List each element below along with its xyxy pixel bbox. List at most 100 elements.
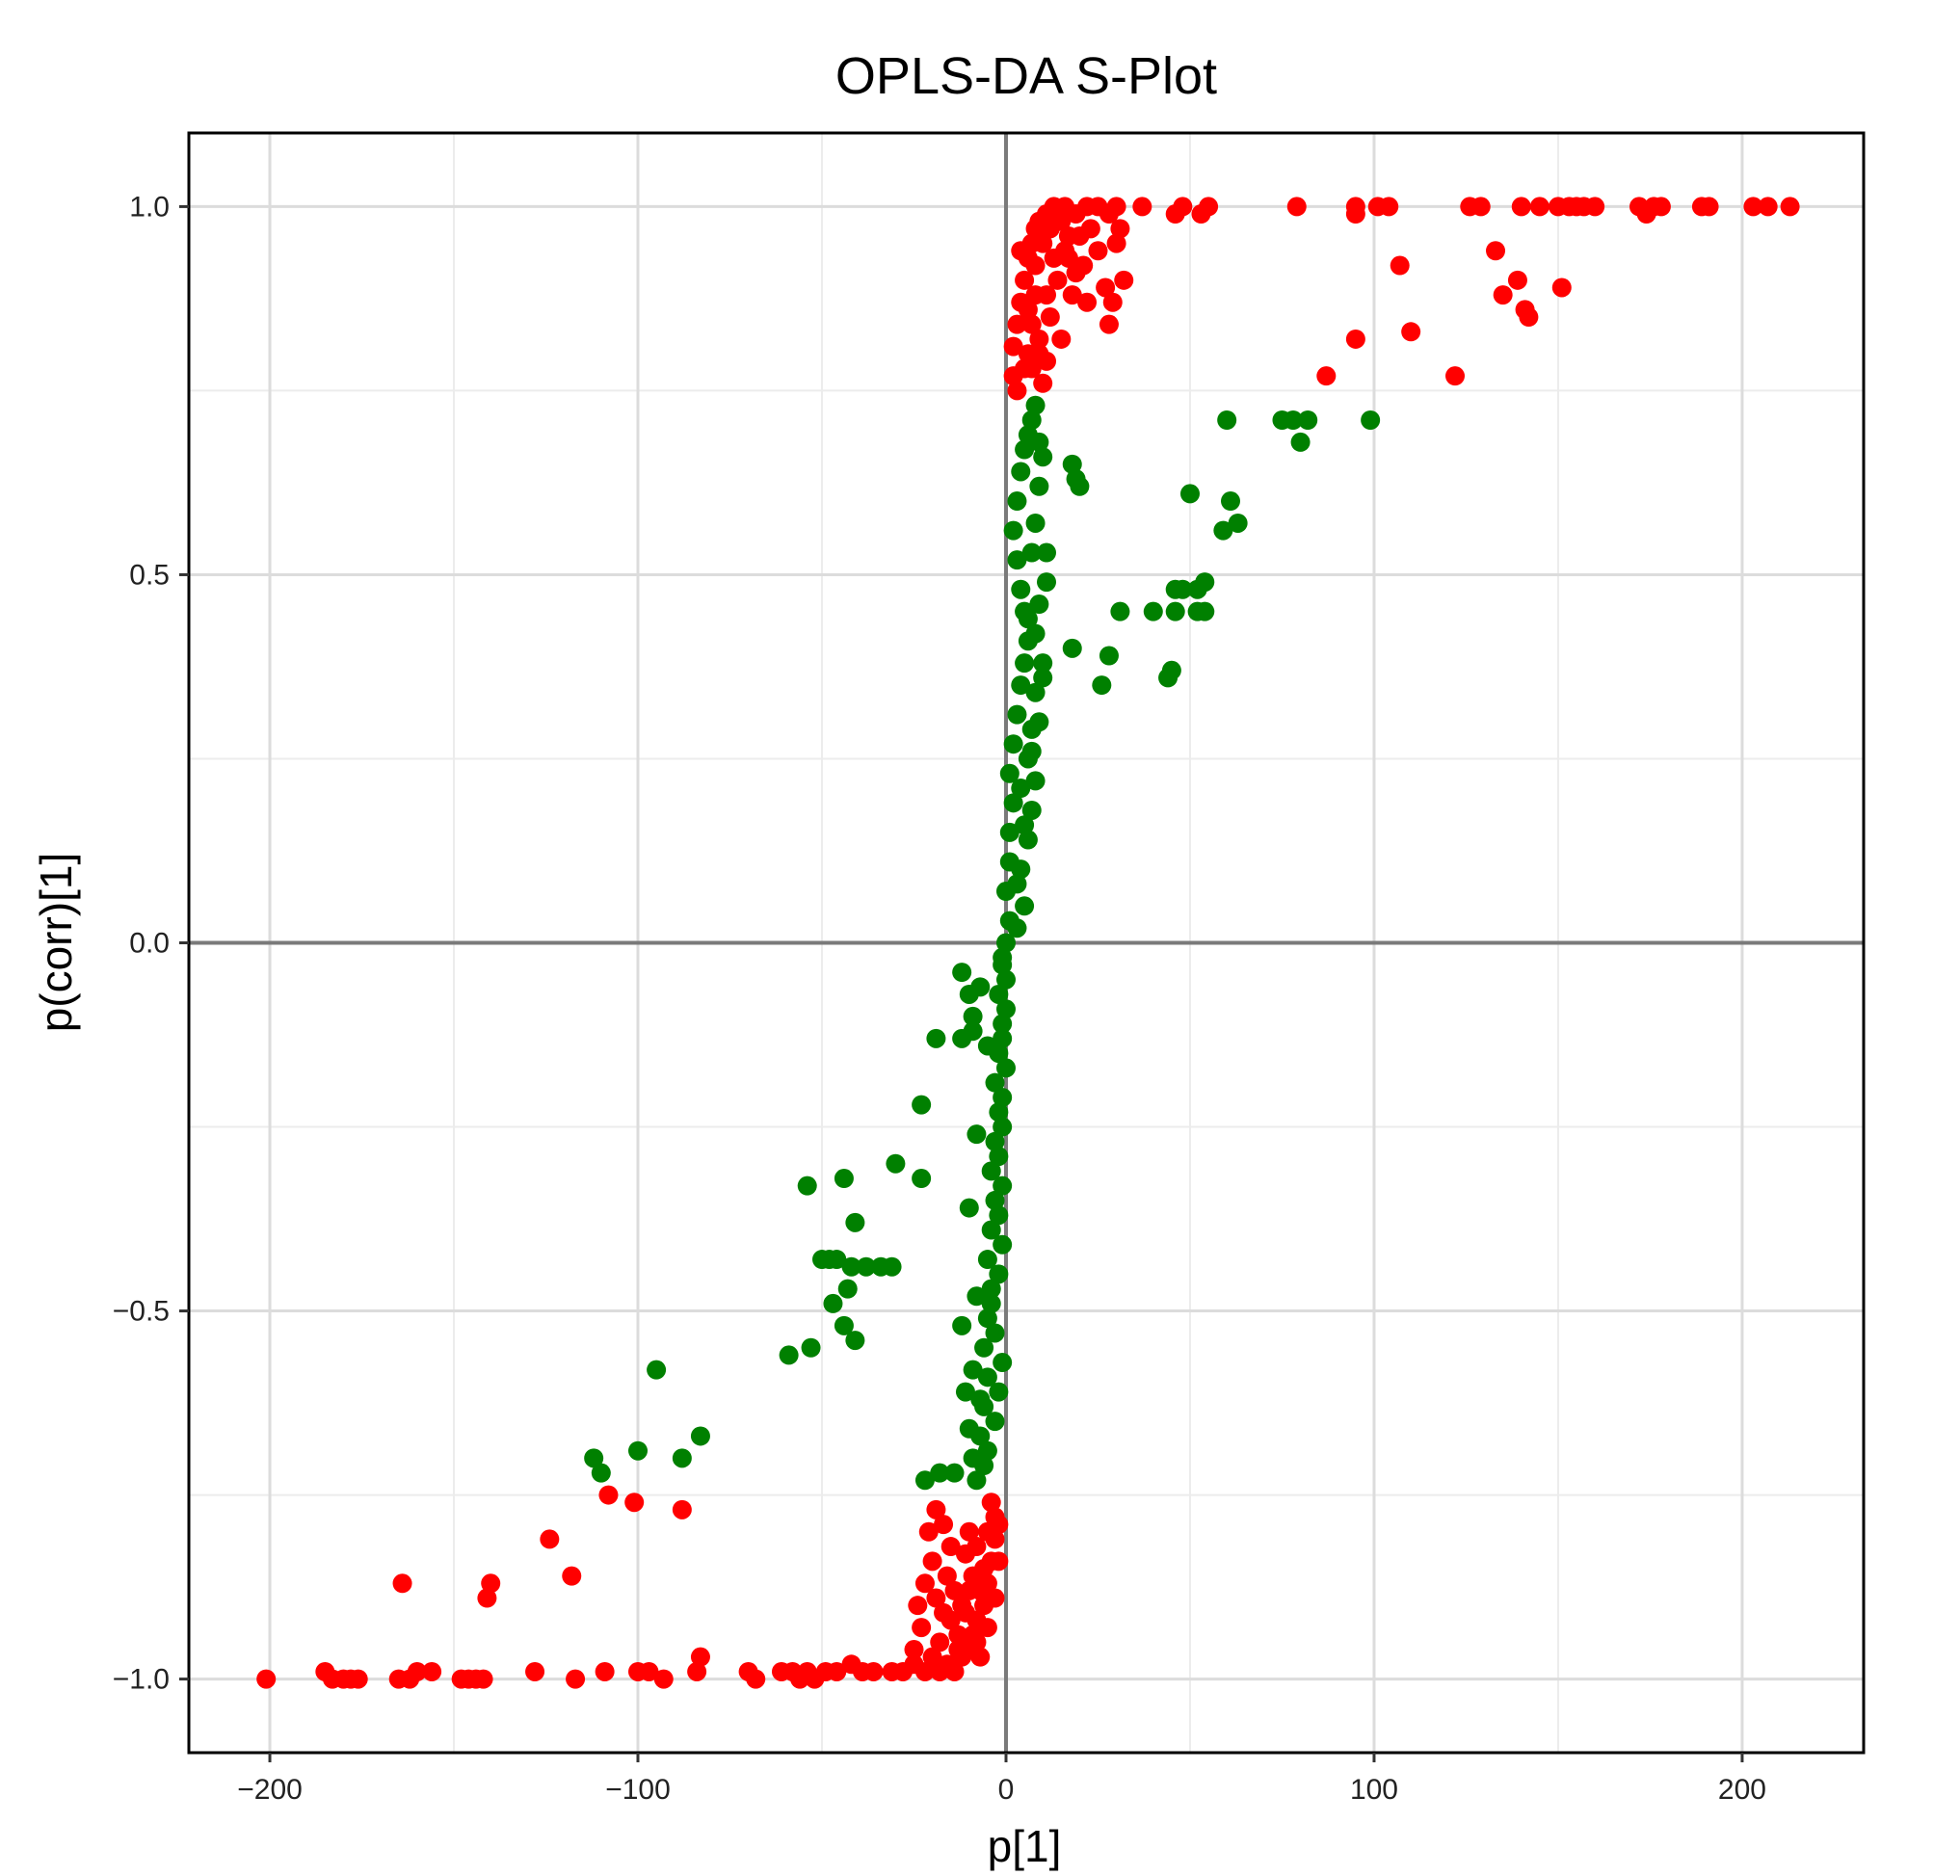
data-point-green <box>1021 719 1042 739</box>
data-point-green <box>995 933 1016 953</box>
data-point-green <box>1033 447 1053 467</box>
data-point-green <box>1011 675 1031 696</box>
data-point-green <box>999 763 1020 783</box>
data-point-green <box>1029 595 1049 615</box>
data-point-red <box>1058 248 1078 268</box>
data-point-red <box>1021 358 1042 379</box>
data-point-red <box>922 1647 942 1667</box>
data-point-red <box>690 1647 710 1667</box>
data-point-green <box>1029 432 1049 452</box>
data-point-green <box>801 1337 821 1358</box>
data-point-green <box>1011 779 1031 799</box>
chart-title: OPLS-DA S-Plot <box>835 47 1217 105</box>
data-point-green <box>981 1279 1001 1299</box>
data-point-green <box>1015 653 1035 674</box>
data-point-red <box>863 1661 884 1681</box>
data-point-green <box>1092 675 1112 696</box>
data-point-green <box>930 1463 950 1483</box>
data-point-green <box>1003 793 1023 813</box>
data-point-green <box>1021 410 1042 430</box>
data-point-green <box>977 1250 997 1270</box>
data-point-red <box>473 1669 493 1689</box>
data-point-red <box>918 1521 939 1542</box>
data-point-green <box>977 1367 997 1387</box>
data-point-green <box>690 1426 710 1446</box>
data-point-red <box>1191 204 1211 225</box>
data-point-green <box>981 1220 1001 1240</box>
data-point-green <box>985 1072 1005 1093</box>
data-point-red <box>1062 285 1082 305</box>
data-point-green <box>1037 542 1057 563</box>
data-point-red <box>1015 270 1035 290</box>
data-point-green <box>1033 668 1053 688</box>
data-point-green <box>647 1360 667 1380</box>
data-point-red <box>1018 300 1038 320</box>
data-point-red <box>1132 197 1152 217</box>
data-point-green <box>1018 609 1038 629</box>
data-point-red <box>1445 366 1466 386</box>
data-point-green <box>1165 601 1185 621</box>
data-point-green <box>977 1308 997 1329</box>
data-point-green <box>1011 462 1031 482</box>
data-point-red <box>1088 241 1108 261</box>
data-point-green <box>926 1028 946 1048</box>
data-point-green <box>1021 800 1042 820</box>
data-point-green <box>989 1205 1009 1226</box>
data-point-green <box>834 1315 854 1335</box>
x-axis-title: p[1] <box>988 1821 1062 1871</box>
axis-ticks: −200 −100 0 100 200 −1.0 −0.5 0.0 0.5 1.0 <box>113 191 1766 1806</box>
data-point-red <box>914 1573 935 1594</box>
data-point-red <box>1519 307 1539 328</box>
data-point-green <box>837 1279 858 1299</box>
data-point-red <box>477 1588 497 1608</box>
data-point-red <box>908 1596 928 1616</box>
data-point-green <box>912 1169 932 1189</box>
data-point-green <box>963 1360 983 1380</box>
data-point-red <box>930 1632 950 1652</box>
data-point-red <box>481 1573 501 1594</box>
data-point-red <box>1114 270 1134 290</box>
data-point-red <box>1780 197 1800 217</box>
data-point-green <box>1007 874 1027 894</box>
data-point-green <box>993 1234 1013 1255</box>
data-point-red <box>407 1661 427 1681</box>
data-point-green <box>827 1250 847 1270</box>
data-point-green <box>1003 734 1023 754</box>
data-point-red <box>1058 225 1078 246</box>
data-point-green <box>959 1418 979 1439</box>
data-point-green <box>993 1117 1013 1137</box>
data-point-red <box>959 1580 979 1600</box>
data-point-green <box>981 1161 1001 1181</box>
data-point-red <box>1029 329 1049 349</box>
data-point-red <box>1511 197 1531 217</box>
data-point-red <box>944 1661 965 1681</box>
data-point-red <box>672 1499 692 1519</box>
data-point-green <box>1272 410 1292 430</box>
data-point-red <box>1051 211 1072 231</box>
data-point-red <box>922 1551 942 1572</box>
data-point-green <box>985 1323 1005 1343</box>
data-point-red <box>1099 314 1119 334</box>
data-point-green <box>959 1198 979 1218</box>
data-point-green <box>1025 395 1046 415</box>
x-tick-label: −100 <box>605 1774 671 1806</box>
data-point-red <box>1390 255 1410 276</box>
data-point-red <box>1529 197 1549 217</box>
data-point-green <box>952 1028 972 1048</box>
data-point-green <box>989 1264 1009 1284</box>
data-point-green <box>955 1382 975 1402</box>
data-point-red <box>963 1566 983 1586</box>
data-point-red <box>1165 204 1185 225</box>
data-point-red <box>1025 255 1046 276</box>
data-point-red <box>1066 263 1086 283</box>
x-tick-label: −200 <box>237 1774 303 1806</box>
data-point-green <box>1298 410 1318 430</box>
data-point-green <box>1007 550 1027 570</box>
data-point-red <box>1460 197 1480 217</box>
data-point-green <box>1290 432 1311 452</box>
data-point-green <box>845 1212 865 1232</box>
data-point-red <box>940 1610 961 1630</box>
data-point-red <box>1011 241 1031 261</box>
data-point-green <box>1070 476 1090 496</box>
data-point-green <box>1015 439 1035 460</box>
